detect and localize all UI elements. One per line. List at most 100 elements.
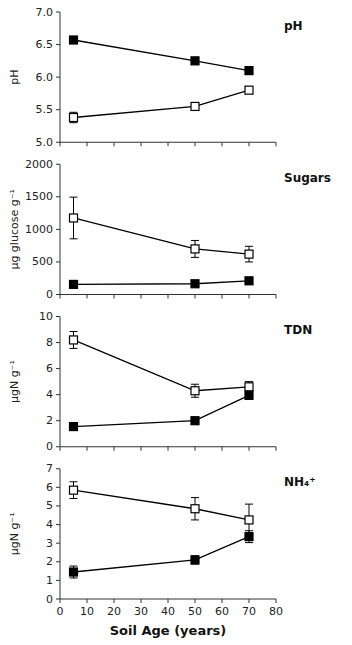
- marker: [245, 86, 253, 94]
- error-bar: [245, 504, 253, 536]
- x-tick: [141, 142, 142, 146]
- x-tick: [168, 447, 169, 451]
- y-tick: [56, 487, 60, 488]
- marker: [70, 423, 78, 431]
- error-cap: [70, 577, 78, 578]
- line: [74, 90, 250, 117]
- y-axis: [60, 12, 61, 142]
- x-tick: [249, 447, 250, 451]
- x-tick: [195, 295, 196, 299]
- x-tick: [87, 599, 88, 603]
- y-tick: [56, 342, 60, 343]
- marker: [70, 114, 78, 122]
- plot-area: [70, 197, 254, 288]
- error-cap: [191, 397, 199, 398]
- error-bar: [245, 246, 253, 262]
- series: [70, 277, 254, 289]
- x-axis: [60, 446, 276, 447]
- x-tick: [276, 447, 277, 451]
- y-tick-label: 6: [46, 481, 53, 494]
- y-tick: [56, 446, 60, 447]
- x-tick: [168, 142, 169, 146]
- error-cap: [245, 246, 253, 247]
- marker: [70, 568, 78, 576]
- error-bar: [245, 382, 253, 392]
- error-bar: [70, 197, 78, 239]
- error-cap: [70, 197, 78, 198]
- marker: [245, 383, 253, 391]
- y-tick: [56, 316, 60, 317]
- y-tick: [56, 524, 60, 525]
- y-tick: [56, 420, 60, 421]
- error-cap: [70, 566, 78, 567]
- panel-title: TDN: [284, 323, 312, 337]
- error-cap: [70, 122, 78, 123]
- error-cap: [245, 530, 253, 531]
- y-tick-label: 0: [46, 440, 53, 453]
- x-axis: [60, 599, 276, 600]
- y-axis: [60, 164, 61, 294]
- error-cap: [191, 257, 199, 258]
- x-tick: [222, 142, 223, 146]
- error-cap: [191, 384, 199, 385]
- error-cap: [70, 348, 78, 349]
- panel: 0500100015002000μg glucose g⁻¹Sugars: [8, 158, 331, 301]
- error-cap: [70, 481, 78, 482]
- marker: [191, 556, 199, 564]
- x-tick: [168, 295, 169, 299]
- marker: [191, 57, 199, 65]
- x-tick: [276, 599, 277, 603]
- y-tick-label: 5.0: [36, 136, 54, 149]
- y-tick-label: 6.0: [36, 71, 54, 84]
- x-tick: [141, 295, 142, 299]
- error-cap: [191, 519, 199, 520]
- panel: 5.05.56.06.57.0pHpH: [8, 6, 303, 149]
- line: [74, 490, 250, 520]
- y-tick: [56, 164, 60, 165]
- marker: [245, 516, 253, 524]
- y-tick: [56, 44, 60, 45]
- y-tick-label: 1000: [25, 223, 53, 236]
- y-tick-label: 2: [46, 555, 53, 568]
- x-tick: [195, 447, 196, 451]
- y-tick: [56, 599, 60, 600]
- x-tick: [168, 599, 169, 603]
- x-tick: [60, 142, 61, 146]
- y-axis-label: μgN g⁻¹: [8, 512, 21, 555]
- y-tick-label: 500: [32, 255, 53, 268]
- x-axis: [60, 142, 276, 143]
- marker: [70, 336, 78, 344]
- y-tick: [56, 468, 60, 469]
- error-bar: [70, 566, 78, 578]
- y-tick: [56, 196, 60, 197]
- series: [70, 197, 254, 262]
- error-cap: [245, 542, 253, 543]
- error-cap: [245, 261, 253, 262]
- y-tick-label: 2000: [25, 158, 53, 171]
- marker: [245, 277, 253, 285]
- y-tick: [56, 109, 60, 110]
- y-tick: [56, 12, 60, 13]
- panel: 0123456701020304050607080μgN g⁻¹NH₄⁺Soil…: [8, 462, 316, 638]
- x-tick: [249, 599, 250, 603]
- y-axis: [60, 469, 61, 599]
- marker: [191, 280, 199, 288]
- x-tick: [195, 142, 196, 146]
- y-tick-label: 6.5: [36, 38, 54, 51]
- x-tick-label: 10: [80, 605, 94, 618]
- error-cap: [70, 498, 78, 499]
- line: [74, 340, 250, 391]
- marker: [245, 391, 253, 399]
- y-axis: [60, 317, 61, 447]
- y-tick-label: 8: [46, 336, 53, 349]
- series: [70, 531, 254, 578]
- marker: [191, 505, 199, 513]
- y-tick-label: 2: [46, 414, 53, 427]
- x-tick: [114, 142, 115, 146]
- plot-area: [70, 482, 254, 578]
- series: [70, 36, 254, 75]
- marker: [70, 36, 78, 44]
- x-tick-label: 30: [134, 605, 148, 618]
- y-tick-label: 5: [46, 499, 53, 512]
- x-tick: [60, 447, 61, 451]
